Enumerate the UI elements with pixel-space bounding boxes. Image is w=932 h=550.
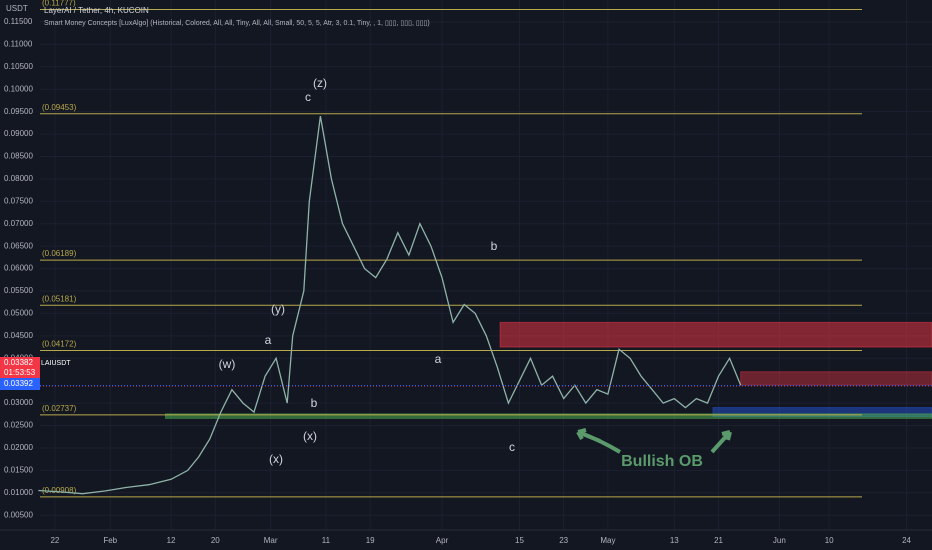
x-tick-label: 21 xyxy=(714,536,723,545)
y-tick-label: 0.10500 xyxy=(4,62,33,71)
zone xyxy=(499,321,932,348)
y-tick-label: 0.04500 xyxy=(4,331,33,340)
price-tag xyxy=(0,378,40,390)
wave-label: (x) xyxy=(303,429,317,443)
wave-label: c xyxy=(509,440,515,454)
x-tick-label: 13 xyxy=(670,536,679,545)
wave-label: b xyxy=(491,239,498,253)
y-tick-label: 0.00500 xyxy=(4,510,33,519)
y-tick-label: 0.09500 xyxy=(4,107,33,116)
arrow-right xyxy=(710,430,732,454)
wave-label: a xyxy=(435,352,442,366)
price-line xyxy=(38,115,742,495)
wave-label: c xyxy=(305,90,311,104)
zone xyxy=(740,371,932,386)
y-tick-label: 0.07500 xyxy=(4,196,33,205)
y-tick-label: 0.02000 xyxy=(4,443,33,452)
x-tick-label: 24 xyxy=(902,536,911,545)
wave-label: (x) xyxy=(269,452,283,466)
y-tick-label: 0.02500 xyxy=(4,421,33,430)
x-tick-label: May xyxy=(600,536,615,545)
price-tag-label: 0.03392 xyxy=(4,379,33,388)
level-label: (0.00908) xyxy=(42,486,77,495)
x-tick-label: 19 xyxy=(366,536,375,545)
x-tick-label: 20 xyxy=(211,536,220,545)
y-tick-label: 0.08000 xyxy=(4,174,33,183)
level-label: (0.11777) xyxy=(42,0,76,8)
wave-label: b xyxy=(311,396,318,410)
x-tick-label: 15 xyxy=(515,536,524,545)
plot: (0.11777) (0.09453) (0.06189) (0.05181) (0.0… xyxy=(38,0,932,530)
y-tick-label: 0.05000 xyxy=(4,309,33,318)
zone xyxy=(165,413,932,419)
y-tick-label: 0.01500 xyxy=(4,465,33,474)
x-tick-label: 22 xyxy=(50,536,59,545)
countdown: 01:53:53 xyxy=(4,368,36,377)
x-axis-band xyxy=(0,530,932,550)
level-label: (0.05181) xyxy=(42,294,77,303)
chart-title: LayerAI / Tether, 4h, KUCOIN xyxy=(44,6,149,15)
x-tick-label: 10 xyxy=(825,536,834,545)
y-tick-label: 0.10000 xyxy=(4,84,33,93)
y-tick-label: 0.08500 xyxy=(4,152,33,161)
wave-label: (z) xyxy=(313,76,327,90)
price-tag xyxy=(0,357,40,379)
symbol: USDT xyxy=(6,4,28,13)
y-tick-label: 0.05500 xyxy=(4,286,33,295)
y-tick-label: 0.06500 xyxy=(4,241,33,250)
y-tick-label: 0.03000 xyxy=(4,398,33,407)
wave-label: (y) xyxy=(271,302,285,316)
x-tick-label: Jun xyxy=(773,536,786,545)
bullish-ob-label: Bullish OB xyxy=(621,453,703,470)
y-tick-label: 0.01000 xyxy=(4,488,33,497)
price-tag-label: 0.03382 xyxy=(4,358,33,367)
x-tick-label: Apr xyxy=(436,536,449,545)
x-tick-label: Feb xyxy=(103,536,117,545)
symbol-tag: LAIUSDT xyxy=(41,360,71,367)
level-label: (0.06189) xyxy=(42,249,77,258)
x-tick-label: Mar xyxy=(264,536,278,545)
wave-label: (w) xyxy=(219,357,236,371)
x-tick-label: 12 xyxy=(167,536,176,545)
y-tick-label: 0.06000 xyxy=(4,264,33,273)
arrow-left xyxy=(576,428,622,454)
x-tick-label: 23 xyxy=(559,536,568,545)
y-tick-label: 0.11000 xyxy=(4,40,33,49)
level-label: (0.04172) xyxy=(42,340,77,349)
y-tick-label: 0.09000 xyxy=(4,129,33,138)
level-label: (0.02737) xyxy=(42,404,77,413)
y-tick-label: 0.07000 xyxy=(4,219,33,228)
level-label: (0.09453) xyxy=(42,103,77,112)
wave-label: a xyxy=(265,333,272,347)
x-tick-label: 11 xyxy=(322,536,331,545)
y-tick-label: 0.11500 xyxy=(4,17,33,26)
indicator-label: Smart Money Concepts [LuxAlgo] (Historic… xyxy=(44,20,430,27)
